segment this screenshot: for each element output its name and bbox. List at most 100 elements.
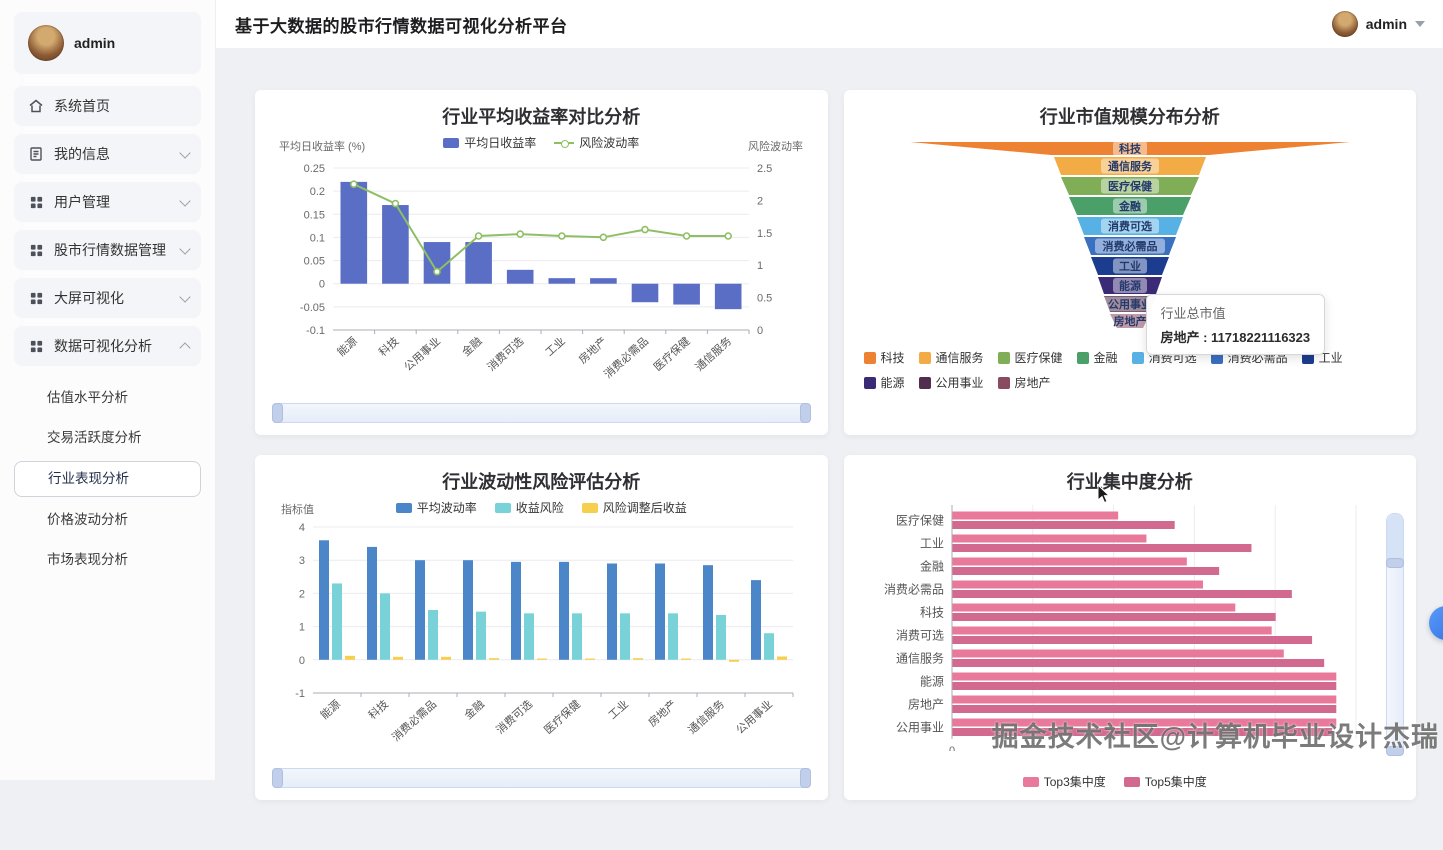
chevron-down-icon: [179, 194, 191, 207]
svg-text:-1: -1: [295, 688, 305, 700]
menu-item-label: 用户管理: [54, 194, 110, 210]
svg-text:工业: 工业: [606, 698, 631, 722]
svg-text:工业: 工业: [1119, 259, 1141, 273]
legend-item[interactable]: 能源: [863, 374, 905, 391]
legend-marker: [863, 351, 876, 364]
document-icon: [28, 146, 44, 162]
sidebar: admin 系统首页 我的信息 用户管理 股市行情数据管理: [0, 0, 216, 780]
legend-label: 通信服务: [935, 351, 984, 365]
grid-icon: [28, 194, 44, 210]
legend-item[interactable]: 公用事业: [918, 374, 984, 391]
chart-legend[interactable]: Top3集中度 Top5集中度: [844, 773, 1387, 790]
chart-title: 行业平均收益率对比分析: [442, 107, 641, 127]
industry-concentration-chart[interactable]: 医疗保健 工业 金融 消费必需品 科技 消费可选 通信服务 能源 房地产 公用事业 0: [860, 497, 1401, 757]
header-user-menu[interactable]: admin: [1331, 11, 1425, 37]
svg-text:0.1: 0.1: [310, 232, 325, 244]
svg-text:能源: 能源: [317, 697, 343, 722]
datazoom-handle-left[interactable]: [272, 403, 283, 423]
grid-icon: [28, 290, 44, 306]
sidebar-subitem-industry-performance[interactable]: 行业表现分析: [14, 461, 201, 497]
svg-text:科技: 科技: [365, 697, 391, 722]
home-icon: [28, 98, 44, 114]
svg-text:平均日收益率 (%): 平均日收益率 (%): [279, 139, 365, 153]
svg-text:0.15: 0.15: [304, 209, 325, 221]
marketcap-funnel-chart[interactable]: 行业总市值 房地产 : 11718221116323 科技 通信服务 医疗保健 金融消…: [860, 132, 1401, 355]
chart-title: 行业市值规模分布分析: [1039, 107, 1220, 127]
menu-item-label: 股市行情数据管理: [54, 242, 166, 258]
chart-title: 行业波动性风险评估分析: [442, 472, 641, 492]
svg-text:医疗保健: 医疗保健: [895, 514, 943, 528]
header-username: admin: [1365, 16, 1407, 32]
grid-icon: [28, 242, 44, 258]
svg-text:能源: 能源: [1119, 279, 1141, 293]
grid-icon: [28, 338, 44, 354]
top-header: 基于大数据的股市行情数据可视化分析平台 admin: [215, 0, 1443, 48]
svg-text:0: 0: [948, 745, 954, 751]
datazoom-slider-vertical[interactable]: [1386, 513, 1404, 756]
sidebar-subitem-trading-activity[interactable]: 交易活跃度分析: [47, 430, 142, 445]
legend-marker: [918, 351, 931, 364]
sidebar-item-stock-data-management[interactable]: 股市行情数据管理: [14, 230, 201, 270]
sidebar-item-system-home[interactable]: 系统首页: [14, 86, 201, 126]
svg-text:0.2: 0.2: [310, 186, 325, 198]
legend-label: 房地产: [1014, 376, 1051, 390]
svg-text:能源: 能源: [919, 675, 943, 689]
avatar: [28, 25, 64, 61]
datazoom-handle-left[interactable]: [272, 768, 283, 788]
datazoom-handle-top[interactable]: [1386, 558, 1404, 568]
svg-text:-0.1: -0.1: [306, 325, 325, 337]
sidebar-subitem-valuation[interactable]: 估值水平分析: [47, 390, 128, 405]
svg-text:金融: 金融: [919, 559, 943, 574]
menu-item-label: 数据可视化分析: [54, 338, 152, 354]
svg-text:1: 1: [299, 622, 305, 634]
charts-grid: 行业平均收益率对比分析 平均日收益率 风险波动率 平均日收益率 (%) 风险波动率 0…: [255, 90, 1416, 800]
svg-text:医疗保健: 医疗保健: [651, 334, 693, 374]
datazoom-slider[interactable]: [272, 403, 811, 423]
svg-text:指标值: 指标值: [281, 502, 314, 516]
svg-text:通信服务: 通信服务: [693, 335, 734, 374]
datazoom-slider[interactable]: [272, 768, 811, 788]
svg-text:2.5: 2.5: [757, 163, 772, 175]
sidebar-item-data-visual-analysis[interactable]: 数据可视化分析: [14, 326, 201, 366]
legend-item[interactable]: 房地产: [997, 374, 1051, 391]
svg-text:工业: 工业: [919, 537, 943, 551]
svg-text:消费可选: 消费可选: [895, 629, 943, 643]
legend-marker: [863, 376, 876, 389]
svg-text:公用事业: 公用事业: [895, 721, 943, 735]
svg-text:-0.05: -0.05: [300, 302, 325, 314]
sidebar-username: admin: [74, 35, 116, 51]
svg-text:消费必需品: 消费必需品: [883, 583, 943, 597]
sidebar-subitem-market-performance[interactable]: 市场表现分析: [47, 552, 128, 567]
sidebar-subitem-price-volatility[interactable]: 价格波动分析: [47, 512, 128, 527]
legend-item[interactable]: Top3集中度: [1022, 773, 1106, 790]
funnel-tooltip: 行业总市值 房地产 : 11718221116323: [1145, 294, 1326, 355]
industry-returns-chart[interactable]: 平均日收益率 风险波动率 平均日收益率 (%) 风险波动率 0.25 0.2 0.15 0.…: [271, 132, 812, 395]
menu-item-label: 我的信息: [54, 146, 110, 162]
legend-item[interactable]: 金融: [1076, 349, 1118, 366]
sidebar-item-screen-visualization[interactable]: 大屏可视化: [14, 278, 201, 318]
legend-item[interactable]: 医疗保健: [997, 349, 1063, 366]
volatility-risk-chart[interactable]: 平均波动率 收益风险 风险调整后收益 指标值 4 3 2 1 0 -1 能源 科技 消费必需品 金融 消费…: [271, 497, 812, 760]
datazoom-handle-right[interactable]: [799, 403, 811, 423]
legend-item[interactable]: 科技: [863, 349, 905, 366]
datazoom-handle-bottom[interactable]: [1386, 746, 1404, 756]
svg-text:1.5: 1.5: [757, 228, 772, 240]
menu-item-label: 系统首页: [54, 98, 110, 114]
svg-text:公用事业: 公用事业: [402, 335, 443, 374]
sidebar-item-my-info[interactable]: 我的信息: [14, 134, 201, 174]
sidebar-menu: 系统首页 我的信息 用户管理 股市行情数据管理: [0, 86, 215, 588]
svg-text:2: 2: [299, 588, 305, 600]
svg-text:科技: 科技: [376, 334, 402, 359]
legend-item[interactable]: 通信服务: [918, 349, 984, 366]
svg-text:消费可选: 消费可选: [1108, 219, 1152, 233]
datazoom-handle-right[interactable]: [799, 768, 811, 788]
sidebar-user-card[interactable]: admin: [14, 12, 201, 74]
sidebar-item-user-management[interactable]: 用户管理: [14, 182, 201, 222]
legend-item[interactable]: Top5集中度: [1123, 773, 1207, 790]
datazoom-selected-range[interactable]: [1387, 514, 1403, 562]
svg-text:医疗保健: 医疗保健: [541, 697, 583, 737]
svg-text:0: 0: [299, 655, 305, 667]
floating-action-button[interactable]: [1429, 606, 1443, 640]
legend-marker: [997, 351, 1010, 364]
chart-legend[interactable]: 科技 通信服务 医疗保健 金融 消费可选 消费必需品 工业 能源 公用事业 房地产: [844, 343, 1417, 391]
